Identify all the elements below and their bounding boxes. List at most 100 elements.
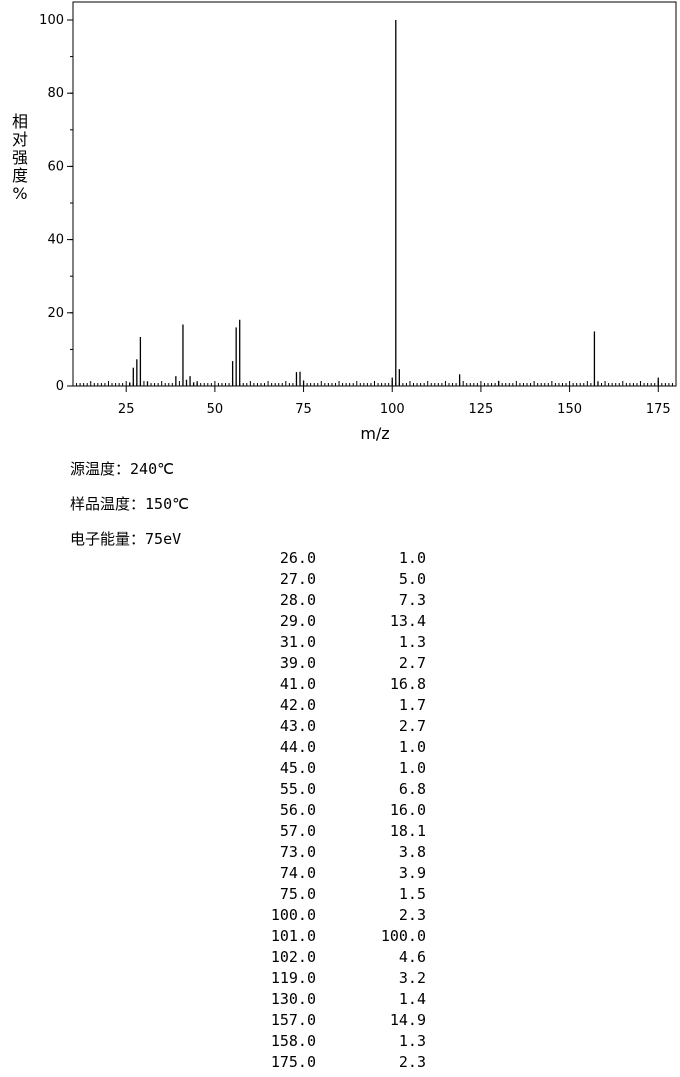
table-row: 57.0 18.1 — [240, 821, 426, 842]
x-tick-label: 175 — [646, 402, 671, 417]
peak-mz: 43.0 — [279, 717, 316, 735]
minor-ticks — [70, 19, 677, 387]
peak-intensity: 2.3 — [398, 1053, 426, 1071]
sample-temperature-value: 150℃ — [145, 495, 189, 513]
peak-intensity: 3.9 — [398, 864, 426, 882]
peak-mz: 29.0 — [279, 612, 316, 630]
plot-frame — [72, 1, 677, 387]
x-tick-label: 150 — [557, 402, 582, 417]
peak-intensity: 7.3 — [398, 591, 426, 609]
table-row: 42.0 1.7 — [240, 695, 426, 716]
peak-mz: 102.0 — [270, 948, 316, 966]
peak-mz: 28.0 — [279, 591, 316, 609]
source-temperature-label: 源温度： — [70, 460, 131, 478]
electron-energy-label: 电子能量： — [70, 530, 146, 548]
x-tick-label: 100 — [380, 402, 405, 417]
peak-intensity: 1.0 — [398, 759, 426, 777]
peak-mz: 44.0 — [279, 738, 316, 756]
peak-mz: 39.0 — [279, 654, 316, 672]
peak-intensity: 18.1 — [389, 822, 426, 840]
table-row: 102.0 4.6 — [240, 947, 426, 968]
peak-mz: 75.0 — [279, 885, 316, 903]
y-axis-ticks: 0 20 40 60 80 100 — [39, 13, 73, 394]
table-row: 45.0 1.0 — [240, 758, 426, 779]
table-row: 26.0 1.0 — [240, 548, 426, 569]
mass-spectrum-chart: 0 20 40 60 80 100 25 50 75 100 125 150 175 m/z 相对强度… — [12, 1, 677, 443]
peak-intensity: 5.0 — [398, 570, 426, 588]
x-tick-label: 25 — [118, 402, 135, 417]
peak-intensity: 1.0 — [398, 549, 426, 567]
peak-mz: 57.0 — [279, 822, 316, 840]
table-row: 28.0 7.3 — [240, 590, 426, 611]
peak-mz: 130.0 — [270, 990, 316, 1008]
y-tick-label: 0 — [56, 379, 64, 394]
x-axis-label: m/z — [360, 424, 389, 443]
peak-mz: 31.0 — [279, 633, 316, 651]
peak-intensity: 16.0 — [389, 801, 426, 819]
table-row: 56.0 16.0 — [240, 800, 426, 821]
peak-mz: 158.0 — [270, 1032, 316, 1050]
y-axis-label: 相对强度% — [12, 112, 28, 203]
y-tick-label: 80 — [47, 86, 64, 101]
peak-mz: 175.0 — [270, 1053, 316, 1071]
sample-temperature-label: 样品温度： — [70, 495, 146, 513]
peak-intensity: 1.7 — [398, 696, 426, 714]
table-row: 157.0 14.9 — [240, 1010, 426, 1031]
table-row: 175.0 2.3 — [240, 1052, 426, 1073]
table-row: 101.0 100.0 — [240, 926, 426, 947]
peak-intensity: 1.4 — [398, 990, 426, 1008]
peak-intensity: 1.5 — [398, 885, 426, 903]
y-tick-label: 100 — [39, 13, 64, 28]
table-row: 75.0 1.5 — [240, 884, 426, 905]
x-tick-label: 75 — [295, 402, 312, 417]
peak-intensity: 3.2 — [398, 969, 426, 987]
electron-energy-value: 75eV — [145, 530, 182, 548]
peak-mz: 27.0 — [279, 570, 316, 588]
peak-mz: 100.0 — [270, 906, 316, 924]
peak-intensity: 100.0 — [380, 927, 426, 945]
peak-mz: 119.0 — [270, 969, 316, 987]
peak-intensity: 1.0 — [398, 738, 426, 756]
table-row: 31.0 1.3 — [240, 632, 426, 653]
peak-intensity: 2.7 — [398, 654, 426, 672]
y-tick-label: 20 — [47, 306, 64, 321]
table-row: 41.0 16.8 — [240, 674, 426, 695]
table-row: 55.0 6.8 — [240, 779, 426, 800]
peak-intensity: 6.8 — [398, 780, 426, 798]
table-row: 119.0 3.2 — [240, 968, 426, 989]
peak-mz: 41.0 — [279, 675, 316, 693]
peak-intensity: 16.8 — [389, 675, 426, 693]
table-row: 39.0 2.7 — [240, 653, 426, 674]
table-row: 158.0 1.3 — [240, 1031, 426, 1052]
electron-energy: 电子能量：75eV — [70, 528, 181, 549]
table-row: 73.0 3.8 — [240, 842, 426, 863]
table-row: 43.0 2.7 — [240, 716, 426, 737]
spectrum-bars — [129, 20, 659, 386]
table-row: 74.0 3.9 — [240, 863, 426, 884]
table-row: 44.0 1.0 — [240, 737, 426, 758]
sample-temperature: 样品温度：150℃ — [70, 493, 189, 514]
peak-mz: 74.0 — [279, 864, 316, 882]
source-temperature: 源温度：240℃ — [70, 458, 174, 479]
peak-mz: 42.0 — [279, 696, 316, 714]
peak-mz: 101.0 — [270, 927, 316, 945]
peak-mz: 73.0 — [279, 843, 316, 861]
peak-intensity: 1.3 — [398, 1032, 426, 1050]
source-temperature-value: 240℃ — [130, 460, 174, 478]
table-row: 130.0 1.4 — [240, 989, 426, 1010]
peak-mz: 56.0 — [279, 801, 316, 819]
peak-intensity: 2.3 — [398, 906, 426, 924]
peak-table: 26.0 1.0 27.0 5.0 28.0 7.3 29.0 13.4 31.0 1.3 39.0… — [240, 548, 426, 1073]
y-tick-label: 40 — [47, 233, 64, 248]
peak-intensity: 3.8 — [398, 843, 426, 861]
peak-intensity: 13.4 — [389, 612, 426, 630]
table-row: 27.0 5.0 — [240, 569, 426, 590]
peak-intensity: 1.3 — [398, 633, 426, 651]
peak-mz: 55.0 — [279, 780, 316, 798]
peak-mz: 157.0 — [270, 1011, 316, 1029]
table-row: 100.0 2.3 — [240, 905, 426, 926]
peak-mz: 26.0 — [279, 549, 316, 567]
table-row: 29.0 13.4 — [240, 611, 426, 632]
x-tick-label: 50 — [207, 402, 224, 417]
x-tick-label: 125 — [468, 402, 493, 417]
